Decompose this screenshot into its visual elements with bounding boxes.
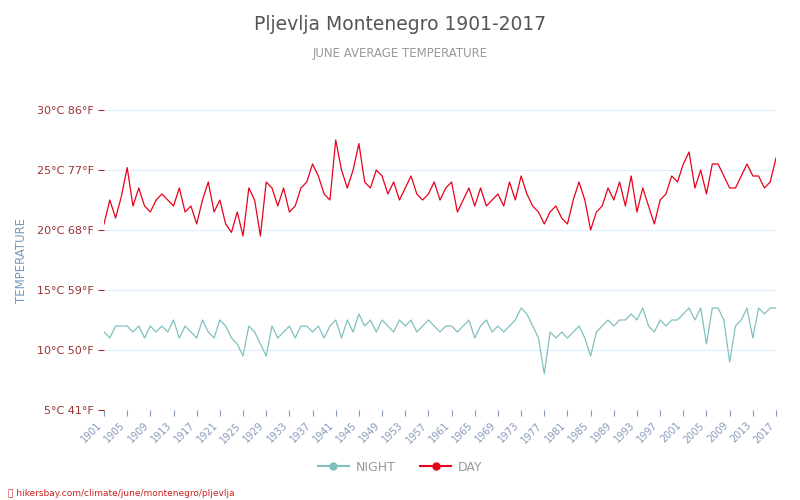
- Text: 📍 hikersbay.com/climate/june/montenegro/pljevlja: 📍 hikersbay.com/climate/june/montenegro/…: [8, 488, 234, 498]
- Legend: NIGHT, DAY: NIGHT, DAY: [313, 456, 487, 479]
- Y-axis label: TEMPERATURE: TEMPERATURE: [15, 218, 28, 302]
- Text: Pljevlja Montenegro 1901-2017: Pljevlja Montenegro 1901-2017: [254, 15, 546, 34]
- Text: JUNE AVERAGE TEMPERATURE: JUNE AVERAGE TEMPERATURE: [313, 48, 487, 60]
